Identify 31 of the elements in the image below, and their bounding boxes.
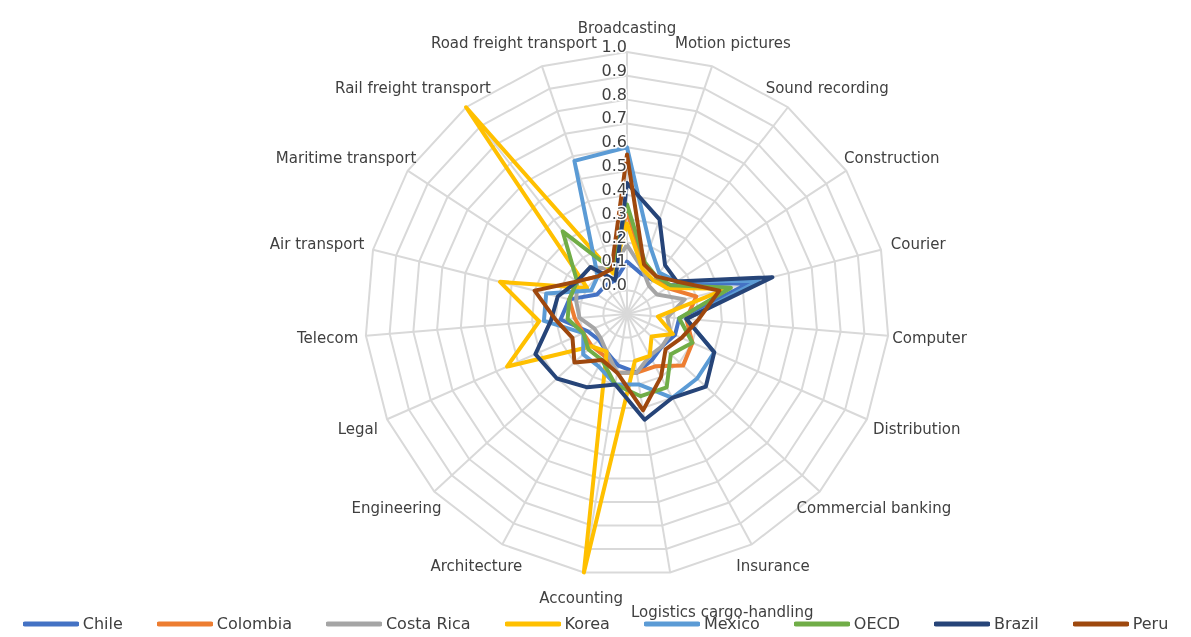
y-tick-label: 0.1 (601, 251, 627, 271)
y-tick-label: 0.9 (601, 60, 627, 80)
spoke-label: Accounting (539, 589, 623, 607)
spoke-label: Broadcasting (577, 19, 677, 37)
legend-label: Chile (82, 614, 123, 633)
spoke-label: Architecture (430, 556, 523, 575)
spoke-label: Maritime transport (275, 148, 417, 167)
y-tick-label: 0.7 (601, 108, 627, 128)
spoke-label: Road freight transport (430, 34, 597, 53)
legend-label: Korea (564, 614, 610, 633)
legend-label: Peru (1132, 614, 1169, 633)
spoke-label: Telecom (295, 328, 359, 347)
spoke-label: Computer (892, 328, 968, 347)
spoke-label: Courier (890, 234, 947, 253)
spoke-label: Sound recording (765, 79, 889, 98)
y-tick-label: 0.8 (601, 84, 627, 104)
spoke-label: Insurance (736, 556, 810, 575)
y-tick-label: 1.0 (601, 37, 627, 56)
legend-label: Colombia (216, 614, 292, 633)
legend-label: Costa Rica (385, 614, 471, 633)
spoke-label: Engineering (351, 498, 442, 517)
spoke-label: Rail freight transport (335, 79, 492, 98)
legend-label: OECD (853, 614, 900, 633)
spoke-label: Distribution (872, 419, 961, 438)
legend-label: Brazil (994, 614, 1039, 633)
spoke-label: Commercial banking (796, 498, 952, 517)
y-tick-label: 0.6 (601, 132, 627, 152)
spoke-label: Air transport (269, 234, 365, 253)
spoke-label: Construction (844, 148, 940, 167)
spoke-label: Legal (337, 419, 378, 438)
spoke-label: Motion pictures (674, 34, 791, 53)
